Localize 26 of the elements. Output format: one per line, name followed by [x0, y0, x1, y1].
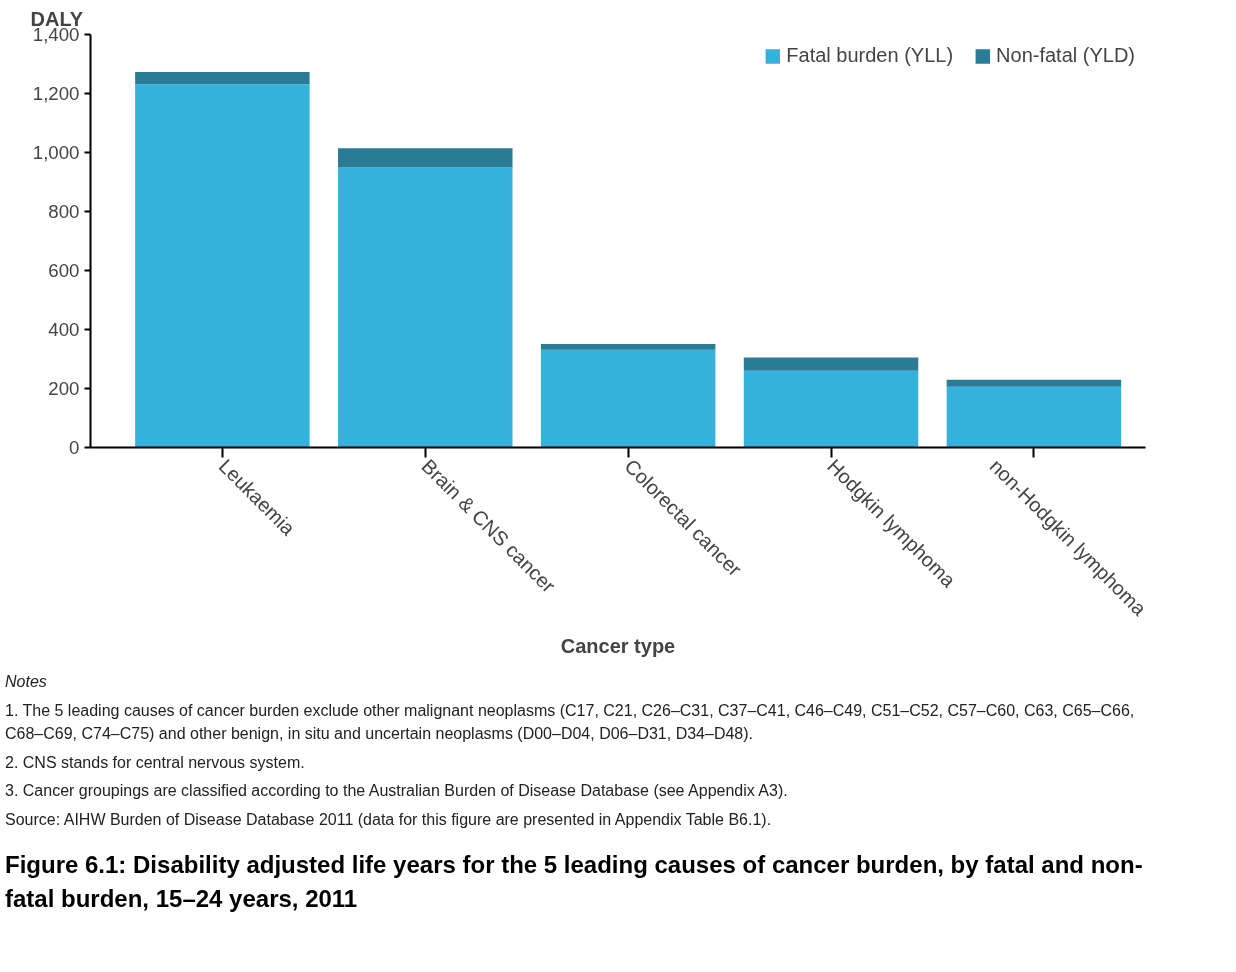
text: Figure 6.1: Disability adjusted life years for the 5 leading causes of cancer burden, by fatal and non-fatal burden, 15–24 years, 2011	[5, 850, 1144, 915]
bar	[743, 357, 919, 371]
y-tick-label: 200	[48, 378, 80, 399]
y-tick-label: 800	[48, 201, 80, 222]
source-note: Source: AIHW Burden of Disease Database 2011 (data for this figure are presented in Appendix Table B6.1).	[5, 810, 773, 831]
bar	[338, 148, 513, 168]
bar	[946, 379, 1122, 387]
text: 1. The 5 leading causes of cancer burden exclude other malignant neoplasms (C17, C21, C26–C31, C37–C41, C46–C49, C51–C52, C57–C60, C63, C65–C66, C68–C69, C74–C75) and other benign, in situ and uncertain neoplasms (D00–D04, D06–D31, D34–D48).	[5, 700, 1136, 744]
bar	[540, 343, 716, 350]
bar	[540, 349, 716, 448]
legend-label: Non-fatal (YLD)	[996, 44, 1135, 67]
bar	[135, 84, 310, 448]
text: 2. CNS stands for central nervous system.	[5, 752, 306, 773]
bar	[135, 71, 310, 85]
legend-label: Fatal burden (YLL)	[786, 44, 954, 67]
x-axis-title: Cancer type	[560, 635, 676, 658]
y-tick-label: 600	[48, 260, 80, 281]
y-tick-label: 400	[48, 319, 80, 340]
bar	[743, 370, 919, 448]
text: Notes	[5, 672, 48, 692]
y-tick-label: 1,000	[32, 142, 80, 163]
text: 3. Cancer groupings are classified according to the Australian Burden of Disease Database (see Appendix A3).	[5, 781, 789, 802]
bar	[338, 167, 513, 448]
y-tick-label: 1,200	[32, 83, 80, 104]
bar	[946, 386, 1122, 448]
y-tick-label: 0	[69, 437, 80, 458]
